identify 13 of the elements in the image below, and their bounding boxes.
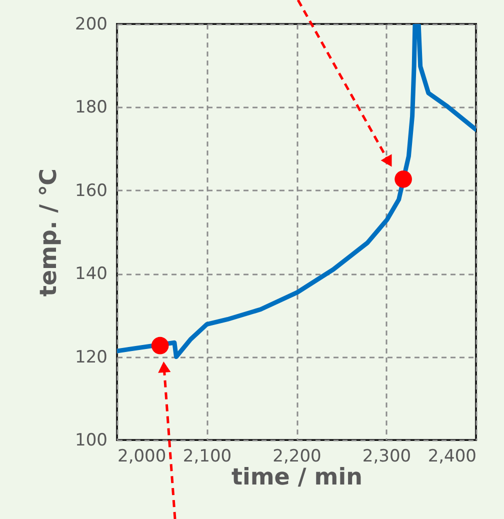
y-tick-label: 160 (75, 180, 108, 201)
x-axis-title: time / min (231, 464, 363, 490)
y-tick-label: 180 (75, 98, 108, 118)
x-tick-label: 2,100 (182, 446, 232, 466)
y-tick-label: 200 (75, 14, 108, 34)
y-tick-label: 140 (75, 264, 108, 284)
x-tick-label: 2,400 (428, 446, 476, 466)
y-axis-title: temp. / ℃ (36, 168, 62, 297)
y-tick-label: 100 (75, 430, 108, 450)
x-tick-label: 2,200 (272, 446, 322, 466)
x-tick-label: 2,000 (118, 446, 166, 466)
y-tick-label: 120 (75, 347, 108, 368)
x-tick-label: 2,300 (362, 446, 412, 466)
